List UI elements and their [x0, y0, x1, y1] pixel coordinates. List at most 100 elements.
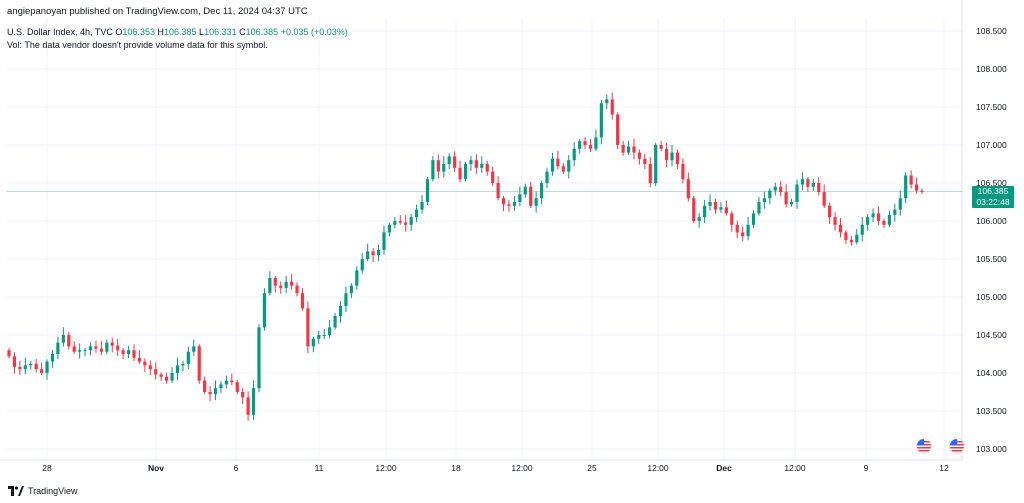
- candle-body: [148, 365, 152, 370]
- candle-body: [654, 145, 658, 183]
- y-tick-label: 105.000: [976, 292, 1007, 302]
- x-tick-label: 6: [234, 463, 239, 473]
- candle-body: [328, 327, 332, 335]
- candle-body: [849, 240, 853, 243]
- high-label: H: [157, 27, 164, 37]
- candle-body: [203, 380, 207, 392]
- candle-body: [909, 175, 913, 185]
- candle-body: [762, 198, 766, 202]
- candle-body: [88, 346, 93, 351]
- candle-body: [719, 207, 723, 210]
- candle-body: [578, 141, 582, 149]
- candle-body: [583, 141, 587, 145]
- candle-body: [355, 270, 359, 286]
- candle-body: [599, 103, 603, 138]
- candle-body: [192, 346, 196, 352]
- candle-body: [779, 186, 783, 193]
- candle-body: [105, 342, 109, 352]
- footer-brand[interactable]: TradingView: [8, 486, 78, 496]
- candle-body: [757, 202, 761, 214]
- candle-body: [518, 194, 522, 202]
- us-flag-event-icon[interactable]: [949, 438, 965, 454]
- candle-body: [828, 205, 832, 218]
- candle-body: [751, 213, 756, 225]
- candle-body: [730, 213, 734, 225]
- candle-body: [887, 214, 891, 225]
- candle-body: [616, 114, 620, 145]
- candle-body: [99, 348, 103, 352]
- candle-body: [165, 376, 169, 381]
- candle-body: [681, 164, 685, 180]
- candle-body: [241, 392, 245, 398]
- candle-body: [539, 183, 544, 199]
- candle-body: [12, 356, 17, 367]
- candle-body: [670, 152, 674, 161]
- candle-body: [692, 198, 696, 221]
- candle-body: [507, 204, 511, 206]
- low-label: L: [199, 27, 205, 37]
- candle-body: [914, 184, 919, 191]
- candle-body: [811, 183, 815, 187]
- last-price-tag: 106.385 03:22:48: [972, 186, 1014, 208]
- candle-body: [860, 224, 864, 235]
- candle-body: [338, 306, 343, 316]
- candle-body: [463, 164, 468, 180]
- candle-body: [491, 171, 495, 183]
- candle-body: [904, 175, 908, 199]
- candle-body: [561, 166, 565, 172]
- candle-body: [398, 221, 402, 223]
- candle-body: [594, 137, 598, 149]
- y-tick-label: 104.000: [976, 368, 1007, 378]
- candle-body: [480, 164, 484, 168]
- candle-body: [208, 392, 212, 395]
- candle-body: [567, 160, 571, 172]
- candle-body: [94, 346, 98, 349]
- candle-body: [703, 205, 707, 218]
- x-tick-label: 9: [864, 463, 869, 473]
- candle-body: [72, 346, 76, 352]
- candle-body: [420, 202, 424, 210]
- candle-body: [871, 213, 875, 218]
- candle-body: [643, 158, 647, 164]
- us-flag-event-icon[interactable]: [916, 438, 932, 454]
- candle-body: [773, 186, 777, 191]
- symbol-title[interactable]: U.S. Dollar Index, 4h, TVC: [7, 27, 113, 37]
- y-tick-label: 104.500: [976, 330, 1007, 340]
- candle-body: [697, 217, 701, 221]
- candle-body: [289, 281, 294, 286]
- x-tick-label: 18: [451, 463, 461, 473]
- candle-body: [833, 217, 837, 225]
- candle-body: [855, 234, 859, 243]
- candle-body: [311, 338, 315, 347]
- candle-body: [838, 224, 843, 233]
- candle-body: [784, 192, 788, 205]
- candle-body: [18, 366, 22, 370]
- candle-body: [251, 388, 256, 415]
- candle-body: [708, 202, 712, 206]
- candle-body: [213, 388, 218, 395]
- candle-body: [333, 316, 337, 328]
- candle-body: [83, 350, 87, 352]
- candle-body: [605, 99, 609, 104]
- candle-body: [442, 164, 446, 172]
- candle-body: [366, 251, 370, 259]
- open-value: 106.353: [122, 27, 155, 37]
- y-tick-label: 105.500: [976, 254, 1007, 264]
- candle-body: [425, 179, 430, 202]
- candle-body: [61, 335, 65, 343]
- candle-body: [512, 202, 517, 206]
- candle-body: [789, 202, 794, 205]
- candle-body: [349, 285, 353, 294]
- candle-body: [268, 278, 272, 294]
- x-tick-label: Nov: [148, 463, 164, 473]
- candle-body: [529, 186, 533, 206]
- candle-body: [621, 145, 625, 153]
- candle-body: [322, 335, 326, 336]
- y-tick-label: 103.500: [976, 406, 1007, 416]
- candle-body: [436, 160, 440, 172]
- candle-body: [154, 369, 158, 375]
- candle-body: [893, 209, 897, 215]
- candle-body: [23, 365, 27, 370]
- x-tick-label: Dec: [716, 463, 732, 473]
